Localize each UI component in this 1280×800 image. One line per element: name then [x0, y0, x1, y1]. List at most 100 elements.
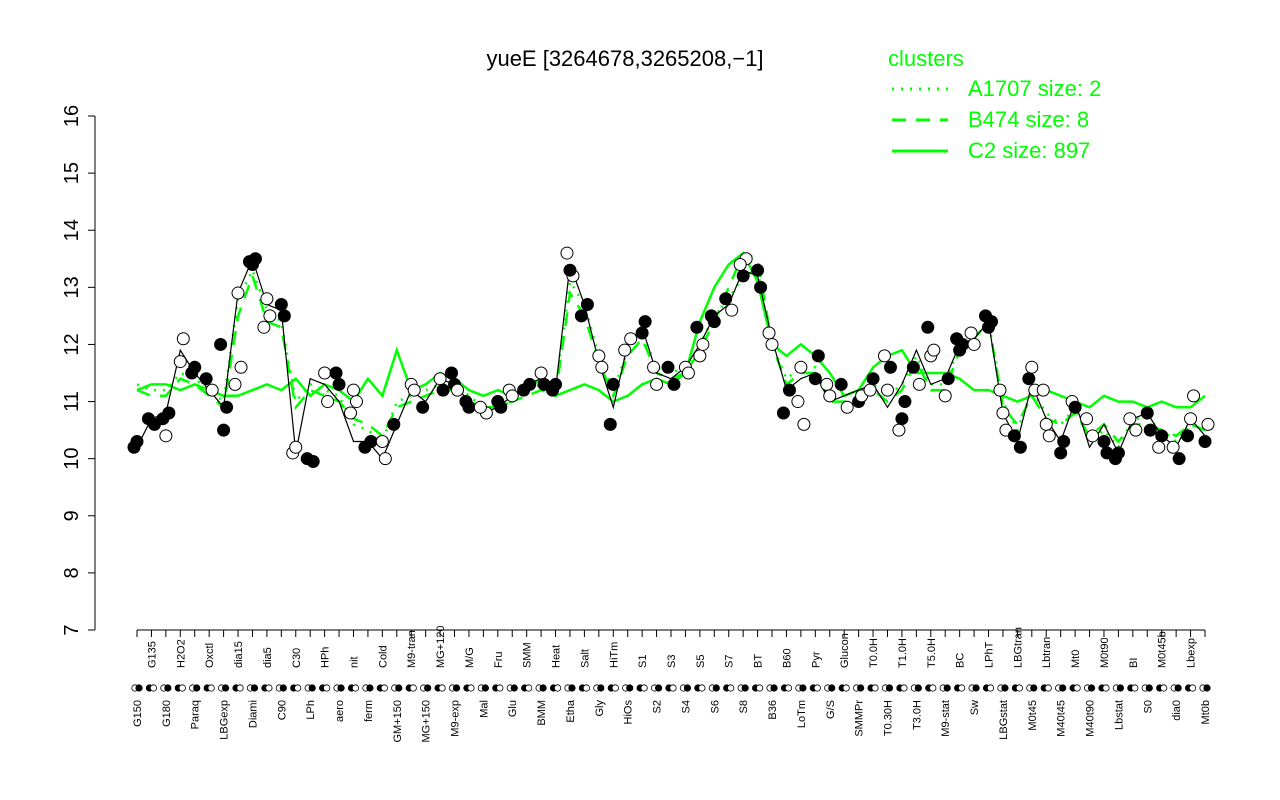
x-category-label: LBGtran — [1012, 627, 1024, 668]
rug-marker — [900, 684, 908, 692]
data-point — [921, 320, 935, 334]
data-point — [173, 355, 187, 369]
data-point — [505, 389, 519, 403]
x-category-label: Salt — [579, 649, 591, 668]
x-category-label: Mal — [478, 700, 490, 718]
data-point — [823, 389, 837, 403]
data-point — [494, 400, 508, 414]
rug-marker — [438, 684, 446, 692]
y-tick-label: 14 — [61, 219, 83, 241]
y-tick-label: 12 — [61, 333, 83, 355]
data-point — [898, 395, 912, 409]
data-point — [217, 423, 231, 437]
data-point — [234, 360, 248, 374]
rug-marker — [236, 684, 244, 692]
data-point — [1039, 417, 1053, 431]
data-point — [228, 377, 242, 391]
rug-marker — [1203, 684, 1211, 692]
data-point — [707, 315, 721, 329]
rug-marker — [1131, 684, 1139, 692]
x-category-label: G135 — [146, 641, 158, 668]
data-point — [927, 343, 941, 357]
x-category-label: T3.0H — [911, 700, 923, 730]
rug-marker — [626, 684, 634, 692]
data-point — [549, 377, 563, 391]
rug-marker — [380, 684, 388, 692]
legend: clusters A1707 size: 2 B474 size: 8 C2 siz… — [888, 46, 1101, 163]
data-point — [681, 366, 695, 380]
rug-marker — [1001, 684, 1009, 692]
data-point — [1054, 446, 1068, 460]
rug-marker — [1059, 684, 1067, 692]
data-point — [1007, 429, 1021, 443]
data-point — [736, 269, 750, 283]
rug-marker — [1044, 684, 1052, 692]
rug-marker — [871, 684, 879, 692]
data-point — [834, 377, 848, 391]
data-point — [375, 435, 389, 449]
x-category-label: MG+150 — [421, 700, 433, 743]
data-point — [318, 366, 332, 380]
x-category-label: C30 — [291, 648, 303, 668]
x-category-label: Paraq — [190, 700, 202, 729]
data-point — [1013, 440, 1027, 454]
data-point — [811, 349, 825, 363]
y-axis: 7 8 9 10 11 12 13 14 15 16 — [61, 105, 96, 636]
data-point — [647, 360, 661, 374]
data-point — [650, 377, 664, 391]
x-category-label: S5 — [695, 655, 707, 668]
rug-marker — [986, 684, 995, 692]
data-point — [883, 360, 897, 374]
data-point — [1068, 400, 1082, 414]
rug-marker — [525, 684, 533, 692]
data-point — [762, 326, 776, 340]
x-category-label: T1.0H — [897, 638, 909, 668]
x-category-label: T0.0H — [868, 638, 880, 668]
x-category-label: M40t90 — [1085, 700, 1097, 737]
data-point — [517, 383, 531, 397]
data-point — [300, 452, 314, 466]
data-point — [690, 320, 704, 334]
data-point — [993, 383, 1007, 397]
rug-marker — [1160, 684, 1168, 692]
x-category-label: S6 — [709, 700, 721, 713]
rug-marker — [193, 684, 201, 692]
x-category-label: G150 — [132, 700, 144, 727]
x-category-label: ferm — [363, 700, 375, 722]
data-point — [560, 246, 574, 260]
rug-marker — [395, 684, 403, 692]
rug-marker — [265, 684, 273, 692]
data-point — [141, 412, 155, 426]
rug-marker — [1145, 684, 1153, 692]
rug-marker — [568, 684, 576, 692]
x-category-label: Sw — [969, 700, 981, 715]
rug-marker — [481, 684, 489, 692]
data-point — [358, 440, 372, 454]
data-point — [693, 349, 707, 363]
data-point — [765, 337, 779, 351]
rug-marker — [424, 684, 432, 692]
rug-marker — [727, 684, 735, 692]
data-point — [880, 383, 894, 397]
rug-marker — [452, 684, 461, 692]
x-category-label: T5.0H — [926, 638, 938, 668]
rug-marker — [712, 684, 720, 692]
y-tick-label: 9 — [61, 510, 83, 521]
legend-label: A1707 size: 2 — [968, 76, 1101, 101]
x-category-label: S1 — [637, 655, 649, 668]
legend-label: C2 size: 897 — [968, 138, 1090, 163]
rug-marker — [1116, 684, 1125, 692]
rug-marker — [1030, 684, 1038, 692]
x-category-label: M40t45 — [1056, 700, 1068, 737]
x-category-label: S7 — [724, 655, 736, 668]
data-point — [1152, 440, 1166, 454]
rug-marker — [366, 684, 374, 692]
rug-marker — [164, 684, 172, 692]
y-tick-label: 8 — [61, 567, 83, 578]
rug-marker — [582, 684, 591, 692]
x-category-label: MG+120 — [435, 626, 447, 669]
data-point — [378, 452, 392, 466]
rug-marker — [958, 684, 966, 692]
data-point — [1080, 412, 1094, 426]
